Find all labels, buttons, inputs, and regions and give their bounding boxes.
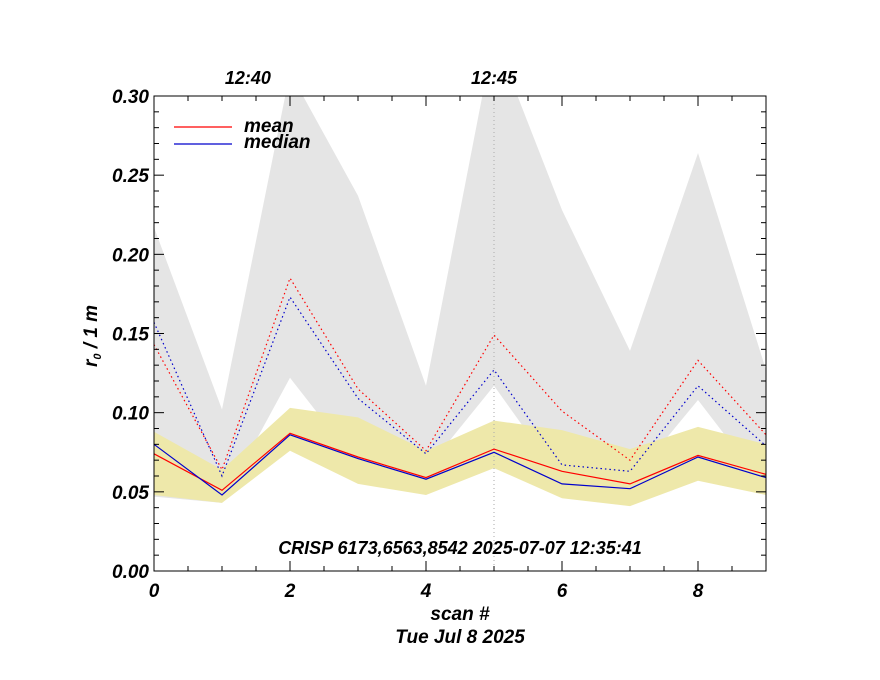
y-axis-title-unit: / 1 m xyxy=(81,305,102,354)
x-tick-label: 0 xyxy=(149,581,160,602)
y-tick-label: 0.15 xyxy=(112,325,149,346)
y-axis-title-r: r xyxy=(81,358,102,367)
series-line-median xyxy=(154,434,766,496)
x-tick-label: 6 xyxy=(557,581,568,602)
y-tick-labels: 0.00 0.05 0.10 0.15 0.20 0.25 0.30 xyxy=(112,87,149,583)
y-tick-label: 0.00 xyxy=(112,562,149,583)
min-max-envelope xyxy=(154,96,766,503)
x-tick-labels: 0 2 4 6 8 xyxy=(149,581,704,602)
time-label: 12:45 xyxy=(471,68,518,88)
quartile-band xyxy=(154,407,766,507)
y-tick-label: 0.20 xyxy=(112,245,149,266)
y-axis-title: r0 / 1 m xyxy=(81,305,104,367)
time-label: 12:40 xyxy=(225,68,271,88)
legend: mean median xyxy=(174,116,311,153)
y-tick-label: 0.30 xyxy=(112,87,149,108)
series-line-mean xyxy=(154,432,766,492)
legend-label-mean: mean xyxy=(244,116,294,137)
x-axis-title: scan # xyxy=(430,604,490,625)
x-tick-label: 8 xyxy=(693,581,704,602)
y-tick-label: 0.25 xyxy=(112,166,149,187)
dataset-annotation: CRISP 6173,6563,8542 2025-07-07 12:35:41 xyxy=(278,538,642,558)
y-tick-label: 0.10 xyxy=(112,404,149,425)
date-label: Tue Jul 8 2025 xyxy=(395,627,525,648)
x-tick-label: 4 xyxy=(420,581,432,602)
y-tick-label: 0.05 xyxy=(112,483,149,504)
x-tick-label: 2 xyxy=(284,581,296,602)
plot-frame xyxy=(153,95,767,572)
series-line-mean-upper xyxy=(154,276,766,472)
legend-label-median: median xyxy=(244,132,311,153)
y-axis-title-subscript: 0 xyxy=(92,353,104,360)
